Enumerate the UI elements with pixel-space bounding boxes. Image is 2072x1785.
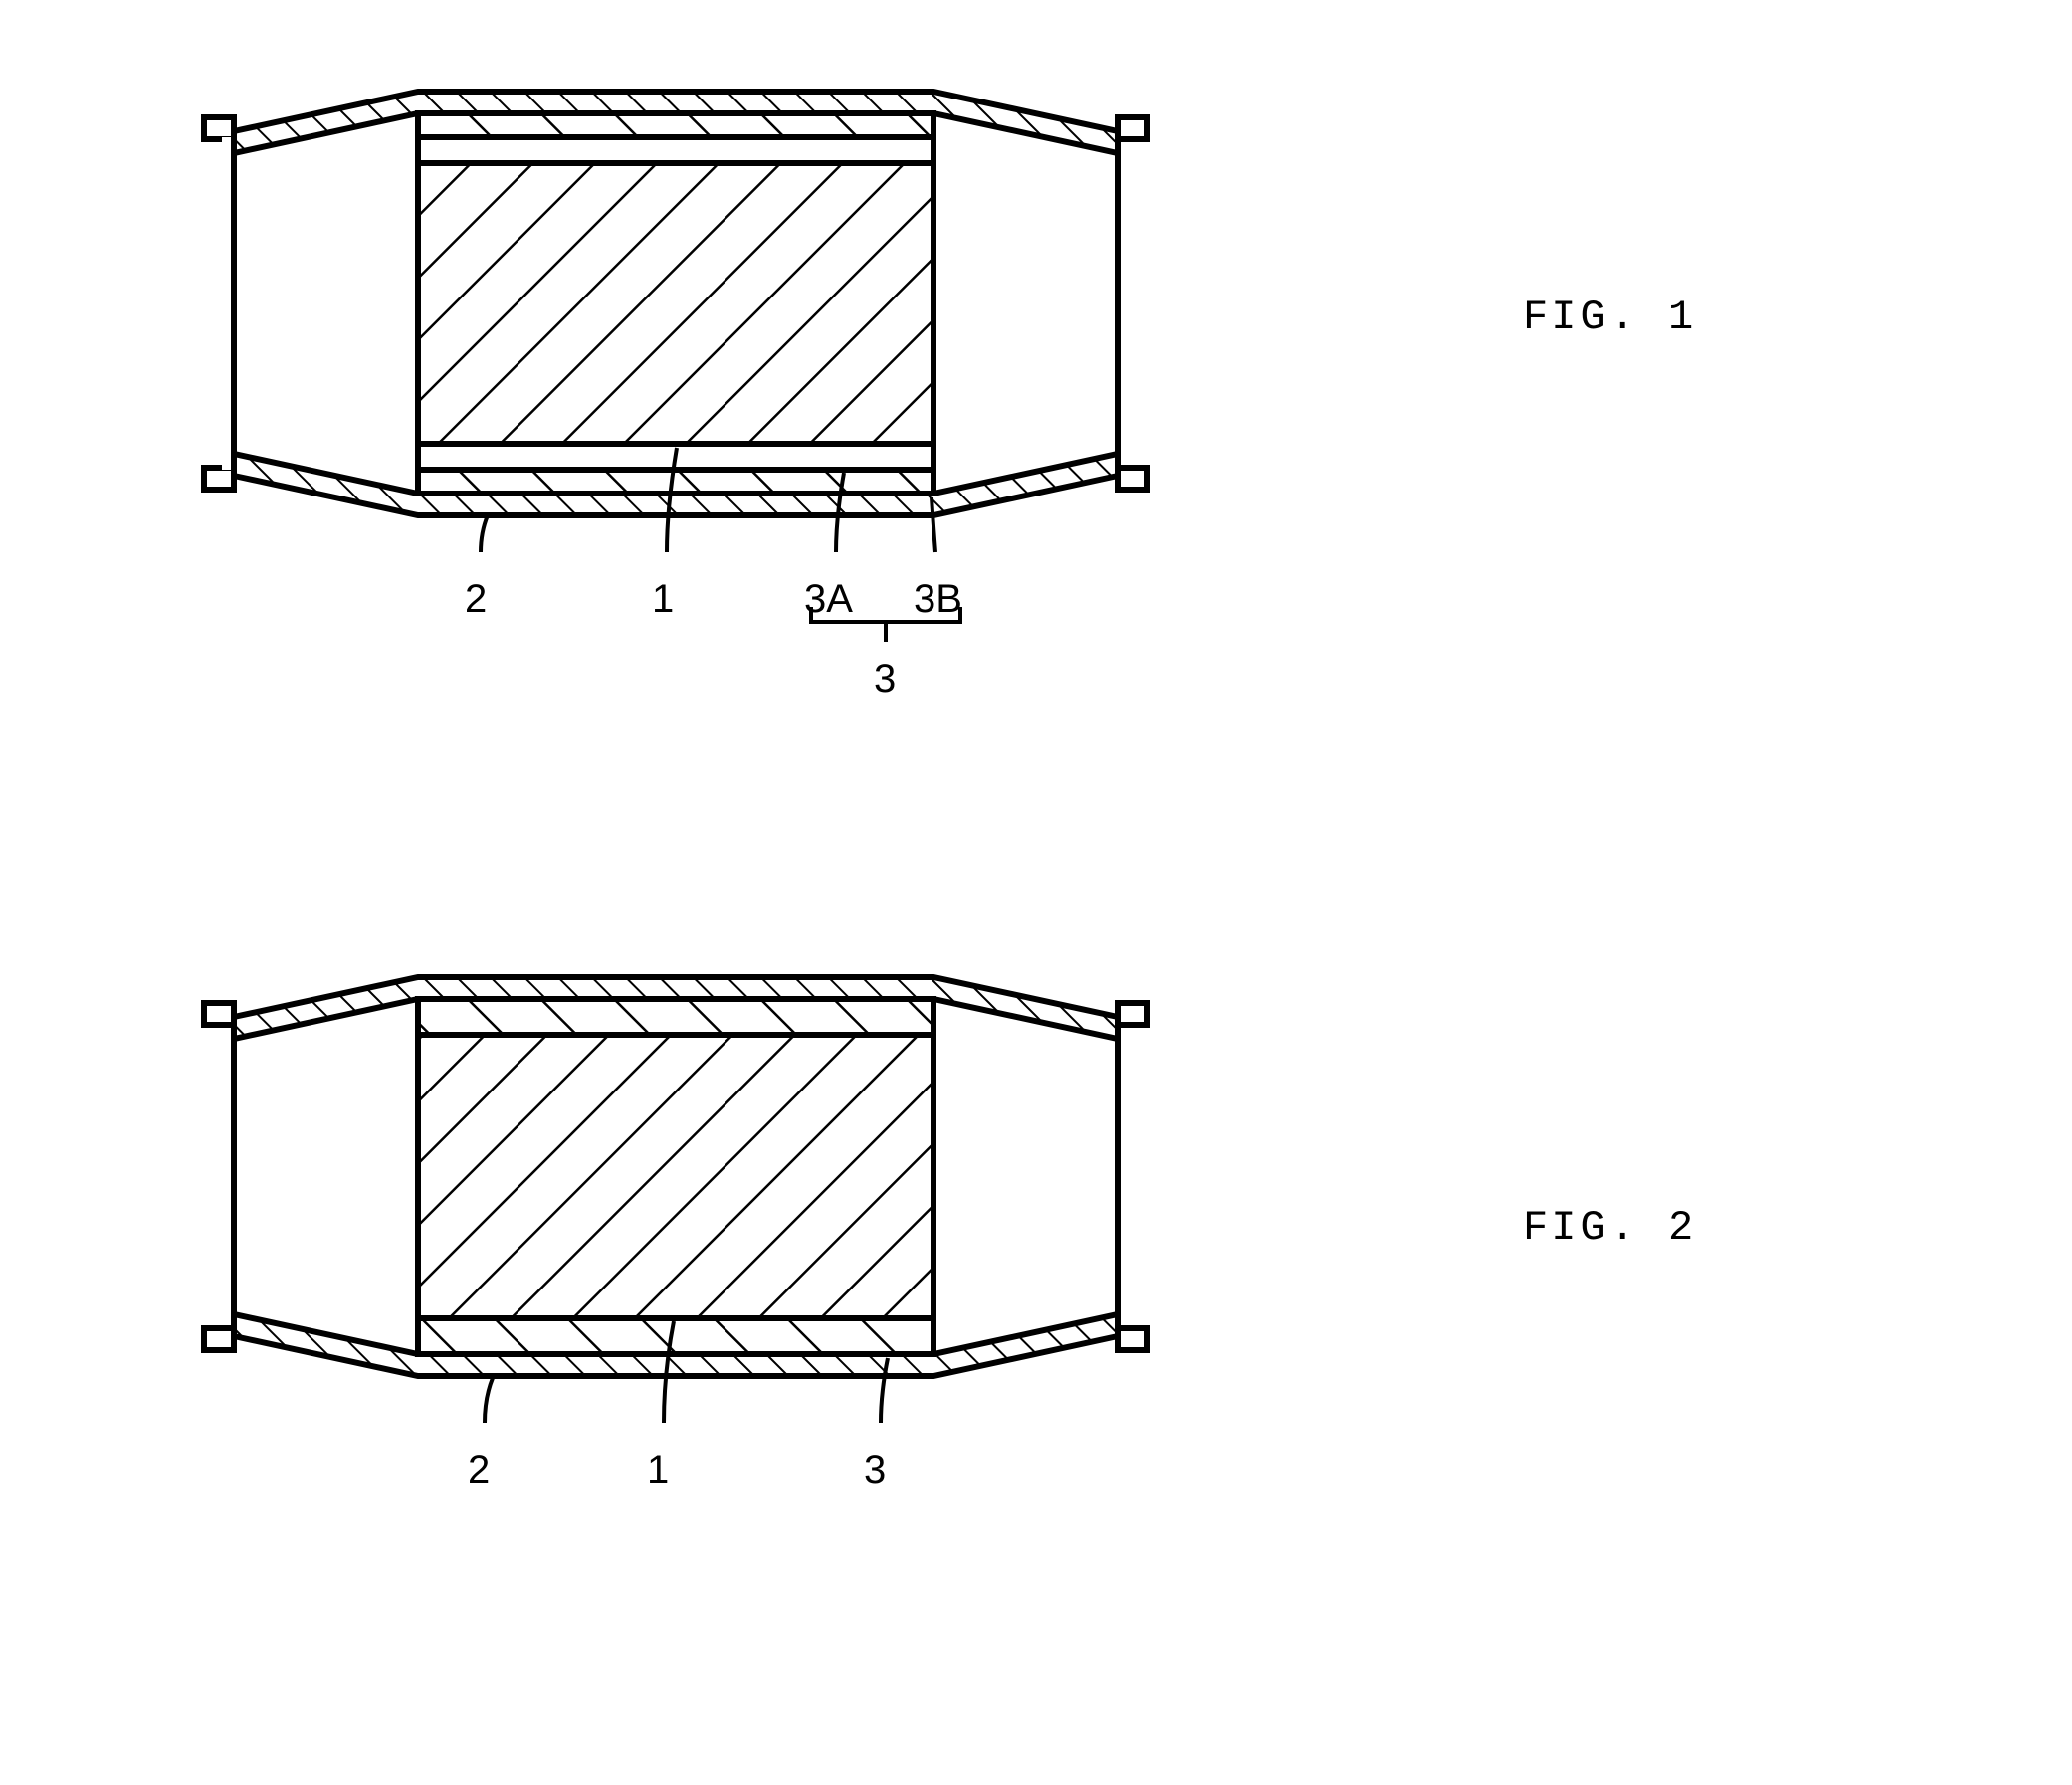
figure-2-drawing bbox=[129, 955, 1224, 1552]
fig1-callout-2: 2 bbox=[465, 577, 487, 622]
figure-2-label: FIG. 2 bbox=[1523, 1204, 1697, 1252]
fig2-callout-2: 2 bbox=[468, 1448, 490, 1492]
figure-1-label: FIG. 1 bbox=[1523, 294, 1697, 341]
figure-1-drawing bbox=[129, 70, 1224, 766]
fig2-callout-1: 1 bbox=[647, 1448, 669, 1492]
fig1-callout-3: 3 bbox=[874, 657, 896, 701]
fig1-callout-1: 1 bbox=[652, 577, 674, 622]
fig2-callout-3: 3 bbox=[864, 1448, 886, 1492]
fig1-callout-3b: 3B bbox=[914, 577, 962, 622]
fig1-callout-3a: 3A bbox=[804, 577, 853, 622]
